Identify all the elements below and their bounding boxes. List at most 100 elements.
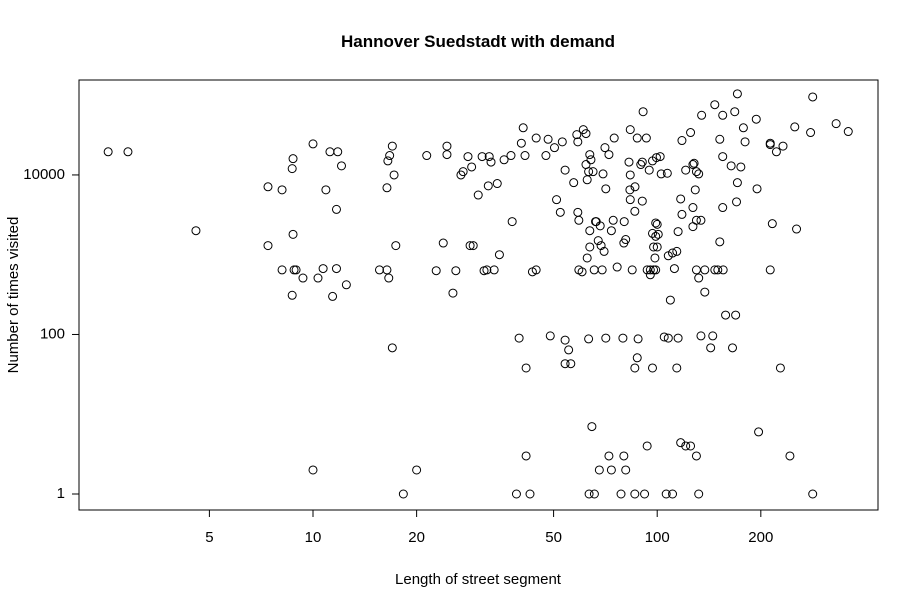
point <box>506 151 516 161</box>
point <box>718 152 728 162</box>
point <box>718 203 728 213</box>
point <box>732 89 742 99</box>
point <box>691 451 701 461</box>
point <box>619 451 629 461</box>
point <box>619 217 629 227</box>
point <box>771 147 781 157</box>
point <box>690 185 700 195</box>
point <box>785 451 795 461</box>
point <box>697 110 707 120</box>
point <box>520 151 530 161</box>
point <box>549 143 559 153</box>
point <box>754 427 764 437</box>
point <box>726 161 736 171</box>
point <box>645 270 655 280</box>
x-axis-label: Length of street segment <box>395 571 562 588</box>
point <box>308 465 318 475</box>
point <box>527 267 537 277</box>
point <box>655 152 665 162</box>
point <box>473 190 483 200</box>
point <box>601 333 611 343</box>
point <box>438 238 448 248</box>
point <box>593 236 603 246</box>
point <box>736 162 746 172</box>
point <box>451 266 461 276</box>
point <box>585 242 595 252</box>
point <box>630 206 640 216</box>
point <box>656 169 666 179</box>
point <box>630 363 640 373</box>
point <box>572 130 582 140</box>
point <box>651 265 661 275</box>
point <box>341 280 351 290</box>
point <box>287 290 297 300</box>
point <box>686 441 696 451</box>
point <box>633 334 643 344</box>
point <box>625 195 635 205</box>
point <box>288 154 298 164</box>
point <box>663 333 673 343</box>
point <box>831 119 841 129</box>
point <box>521 363 531 373</box>
point <box>384 273 394 283</box>
point <box>691 265 701 275</box>
point <box>288 229 298 239</box>
point <box>606 226 616 236</box>
point <box>591 217 601 227</box>
point <box>843 127 853 137</box>
point <box>560 359 570 369</box>
point <box>494 250 504 260</box>
point <box>387 343 397 353</box>
point <box>732 197 742 207</box>
point <box>560 165 570 175</box>
point <box>584 167 594 177</box>
point <box>662 168 672 178</box>
point <box>525 489 535 499</box>
point <box>518 123 528 133</box>
point <box>642 265 652 275</box>
point <box>588 167 598 177</box>
point <box>638 107 648 117</box>
point <box>624 157 634 167</box>
point <box>541 151 551 161</box>
point <box>677 209 687 219</box>
point <box>277 265 287 275</box>
point <box>732 178 742 188</box>
point <box>557 137 567 147</box>
point <box>298 273 308 283</box>
point <box>596 241 606 251</box>
point <box>677 136 687 146</box>
point <box>645 265 655 275</box>
point <box>672 246 682 256</box>
point <box>767 219 777 229</box>
point <box>694 169 704 179</box>
point <box>606 465 616 475</box>
point <box>751 114 761 124</box>
point <box>277 185 287 195</box>
point <box>382 265 392 275</box>
x-tick-label: 200 <box>748 529 773 546</box>
y-tick-label: 10000 <box>23 166 65 183</box>
point <box>313 273 323 283</box>
point <box>752 184 762 194</box>
point <box>468 241 478 251</box>
point <box>442 150 452 160</box>
point <box>637 157 647 167</box>
point <box>636 160 646 170</box>
point <box>673 227 683 237</box>
point <box>604 451 614 461</box>
point <box>778 141 788 151</box>
point <box>328 291 338 301</box>
point <box>599 246 609 256</box>
point <box>601 184 611 194</box>
point <box>640 489 650 499</box>
point <box>467 162 477 172</box>
point <box>790 122 800 132</box>
point <box>566 359 576 369</box>
point <box>308 139 318 149</box>
point <box>321 185 331 195</box>
point <box>651 231 661 241</box>
point <box>564 345 574 355</box>
point <box>688 203 698 213</box>
